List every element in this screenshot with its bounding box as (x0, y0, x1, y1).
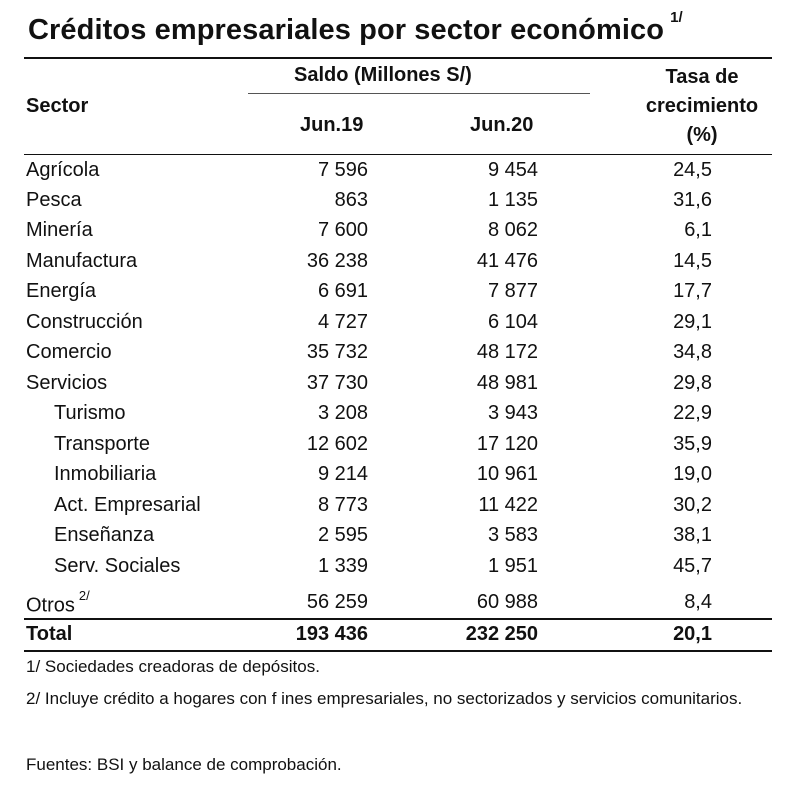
row-footnote-marker: 2/ (78, 588, 90, 603)
row-jun20: 7 877 (487, 280, 538, 302)
row-tasa: 6,1 (684, 219, 712, 241)
row-jun20: 1 135 (487, 189, 538, 211)
row-tasa: 24,5 (673, 159, 712, 181)
row-tasa: 29,8 (673, 372, 712, 394)
row-jun19: 9 214 (317, 463, 368, 485)
row-jun20: 11 422 (478, 494, 538, 516)
row-sector: Otros 2/ (26, 588, 90, 618)
row-tasa: 31,6 (673, 189, 712, 211)
row-jun19: 36 238 (306, 250, 368, 272)
header-tasa-line1: Tasa de (665, 66, 739, 88)
row-tasa: 38,1 (673, 524, 712, 546)
row-tasa: 8,4 (684, 591, 712, 613)
bottom-rule (24, 650, 772, 652)
row-sector: Turismo (54, 402, 126, 424)
row-jun20: 9 454 (487, 159, 538, 181)
row-sector: Construcción (26, 311, 143, 333)
row-jun19: 56 259 (306, 591, 368, 613)
row-jun20: 6 104 (487, 311, 538, 333)
row-jun20: 1 951 (487, 555, 538, 577)
row-jun20: 48 981 (476, 372, 538, 394)
row-jun19: 7 600 (317, 219, 368, 241)
total-jun20: 232 250 (465, 623, 538, 645)
sources-note: Fuentes: BSI y balance de comprobación. (26, 755, 342, 774)
header-tasa-line3: (%) (686, 124, 718, 146)
footnote-1: 1/ Sociedades creadoras de depósitos. (26, 657, 320, 676)
row-jun19: 6 691 (317, 280, 368, 302)
total-jun19: 193 436 (295, 623, 368, 645)
row-jun20: 41 476 (476, 250, 538, 272)
row-sector: Act. Empresarial (54, 494, 201, 516)
row-sector: Servicios (26, 372, 108, 394)
header-tasa-line2: crecimiento (645, 95, 759, 117)
row-sector: Minería (26, 219, 93, 241)
page-title: Créditos empresariales por sector económ… (28, 9, 683, 47)
row-jun19: 2 595 (317, 524, 368, 546)
row-sector: Agrícola (26, 159, 100, 181)
footnote-2: 2/ Incluye crédito a hogares con f ines … (26, 689, 743, 708)
saldo-underline (248, 93, 590, 94)
row-tasa: 45,7 (673, 555, 712, 577)
row-sector: Inmobiliaria (54, 463, 157, 485)
row-jun19: 12 602 (306, 433, 368, 455)
total-label: Total (26, 623, 73, 645)
row-jun19: 3 208 (317, 402, 368, 424)
row-sector: Pesca (26, 189, 82, 211)
row-tasa: 34,8 (673, 341, 712, 363)
row-tasa: 30,2 (673, 494, 712, 516)
row-jun20: 17 120 (476, 433, 538, 455)
row-jun20: 48 172 (476, 341, 538, 363)
header-jun19: Jun.19 (300, 114, 364, 136)
row-tasa: 22,9 (673, 402, 712, 424)
top-rule (24, 57, 772, 59)
row-sector: Serv. Sociales (54, 555, 181, 577)
row-tasa: 19,0 (673, 463, 712, 485)
row-jun20: 3 583 (487, 524, 538, 546)
row-jun20: 8 062 (487, 219, 538, 241)
row-jun19: 8 773 (317, 494, 368, 516)
row-sector: Manufactura (26, 250, 138, 272)
header-jun20: Jun.20 (470, 114, 534, 136)
row-tasa: 35,9 (673, 433, 712, 455)
total-top-rule (24, 618, 772, 620)
row-jun20: 60 988 (476, 591, 538, 613)
row-sector: Transporte (54, 433, 150, 455)
header-sector: Sector (26, 95, 89, 117)
row-jun20: 3 943 (487, 402, 538, 424)
header-saldo: Saldo (Millones S/) (294, 64, 472, 86)
header-rule (24, 154, 772, 155)
row-tasa: 14,5 (673, 250, 712, 272)
title-footnote-marker: 1/ (670, 9, 683, 27)
row-jun19: 1 339 (317, 555, 368, 577)
row-jun19: 863 (334, 189, 368, 211)
title-text: Créditos empresariales por sector económ… (28, 14, 665, 46)
row-jun19: 37 730 (306, 372, 368, 394)
row-jun19: 4 727 (317, 311, 368, 333)
row-sector-label: Otros (26, 594, 75, 617)
total-tasa: 20,1 (673, 623, 712, 645)
row-jun20: 10 961 (476, 463, 538, 485)
row-sector: Enseñanza (54, 524, 155, 546)
row-jun19: 7 596 (317, 159, 368, 181)
row-sector: Energía (26, 280, 97, 302)
row-tasa: 29,1 (673, 311, 712, 333)
row-jun19: 35 732 (306, 341, 368, 363)
row-tasa: 17,7 (673, 280, 712, 302)
row-sector: Comercio (26, 341, 112, 363)
